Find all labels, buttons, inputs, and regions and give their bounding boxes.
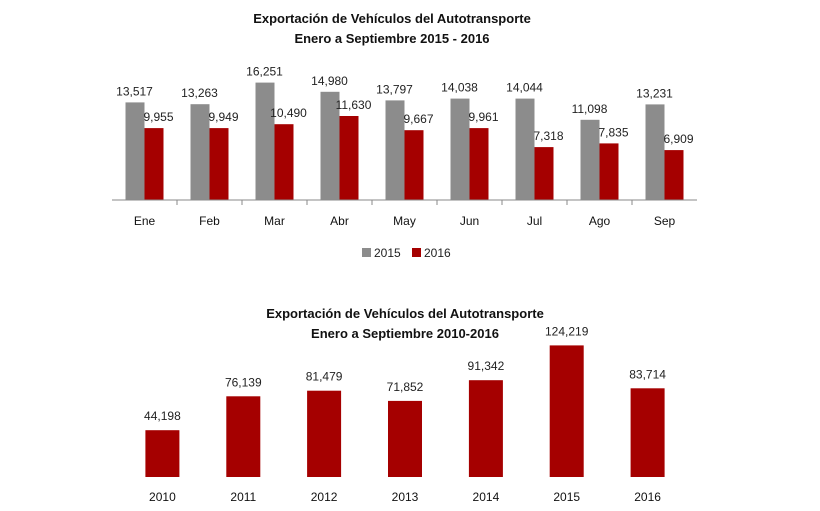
data-label-2015-Sep: 13,231	[636, 86, 673, 100]
data-label-2015-May: 13,797	[376, 82, 413, 96]
data-label-2015-Ago: 11,098	[572, 102, 608, 116]
data-label-2016-Jun: 9,961	[468, 110, 498, 124]
x-tick-2014: 2014	[473, 490, 500, 504]
legend-label-2015: 2015	[374, 246, 401, 260]
bar-2016-Jun	[469, 128, 489, 200]
data-label-2016: 83,714	[629, 367, 666, 381]
x-tick-Feb: Feb	[199, 214, 220, 228]
bar-2016	[630, 388, 665, 477]
bar-2016-May	[404, 130, 424, 200]
data-label-2015-Ene: 13,517	[116, 84, 153, 98]
bar-2010	[145, 430, 180, 477]
x-tick-Ene: Ene	[134, 214, 156, 228]
bar-2014	[468, 380, 503, 477]
x-tick-2016: 2016	[634, 490, 661, 504]
chart1-subtitle: Enero a Septiembre 2015 - 2016	[294, 31, 489, 46]
x-tick-2012: 2012	[311, 490, 338, 504]
data-label-2016-Mar: 10,490	[270, 106, 307, 120]
bar-2016-Jul	[534, 147, 554, 200]
bar-2011	[226, 396, 261, 477]
data-label-2015: 124,219	[545, 324, 589, 338]
bar-2015-May	[385, 100, 405, 200]
x-tick-2013: 2013	[392, 490, 419, 504]
data-label-2016-Abr: 11,630	[336, 98, 372, 112]
data-label-2016-Feb: 9,949	[208, 110, 238, 124]
bar-2016-Sep	[664, 150, 684, 200]
data-label-2016-Ene: 9,955	[143, 110, 173, 124]
bar-2016-Ago	[599, 143, 619, 200]
data-label-2010: 44,198	[144, 409, 181, 423]
monthly-exports-chart: Exportación de Vehículos del Autotranspo…	[112, 11, 697, 260]
bar-2015	[549, 345, 584, 477]
x-tick-Ago: Ago	[589, 214, 611, 228]
x-tick-Sep: Sep	[654, 214, 676, 228]
data-label-2014: 91,342	[468, 359, 505, 373]
data-label-2016-Ago: 7,835	[598, 125, 628, 139]
legend-swatch-2016	[412, 248, 421, 257]
bar-2015-Ene	[125, 102, 145, 200]
bar-2015-Feb	[190, 104, 210, 200]
bar-2016-Mar	[274, 124, 294, 200]
legend-swatch-2015	[362, 248, 371, 257]
data-label-2016-May: 9,667	[403, 112, 433, 126]
x-tick-May: May	[393, 214, 416, 228]
bar-2015-Jul	[515, 98, 535, 200]
x-tick-Abr: Abr	[330, 214, 349, 228]
data-label-2016-Jul: 7,318	[533, 129, 563, 143]
data-label-2013: 71,852	[387, 380, 424, 394]
chart2-subtitle: Enero a Septiembre 2010-2016	[311, 326, 499, 341]
bar-2015-Jun	[450, 98, 470, 200]
x-tick-2015: 2015	[553, 490, 580, 504]
data-label-2015-Jul: 14,044	[506, 81, 543, 95]
data-label-2015-Jun: 14,038	[441, 81, 478, 95]
x-tick-2011: 2011	[230, 490, 256, 504]
bar-2015-Ago	[580, 119, 600, 200]
bar-2016-Feb	[209, 128, 229, 200]
bar-2013	[388, 400, 422, 477]
data-label-2016-Sep: 6,909	[663, 132, 693, 146]
bar-2015-Sep	[645, 104, 665, 200]
bar-2015-Mar	[255, 82, 275, 200]
bar-2015-Abr	[320, 91, 340, 200]
chart2-title: Exportación de Vehículos del Autotranspo…	[266, 306, 544, 321]
bar-2016-Ene	[144, 128, 164, 200]
data-label-2015-Mar: 16,251	[246, 65, 283, 79]
legend-label-2016: 2016	[424, 246, 451, 260]
data-label-2012: 81,479	[306, 370, 343, 384]
annual-exports-chart: Exportación de Vehículos del Autotranspo…	[144, 306, 666, 504]
chart1-title: Exportación de Vehículos del Autotranspo…	[253, 11, 531, 26]
data-label-2011: 76,139	[225, 375, 262, 389]
x-tick-Jul: Jul	[527, 214, 542, 228]
x-tick-Mar: Mar	[264, 214, 285, 228]
bar-2016-Abr	[339, 116, 359, 200]
x-tick-2010: 2010	[149, 490, 176, 504]
bar-2012	[307, 390, 342, 477]
data-label-2015-Feb: 13,263	[181, 86, 218, 100]
chart1-legend: 2015 2016	[362, 246, 451, 260]
x-tick-Jun: Jun	[460, 214, 479, 228]
data-label-2015-Abr: 14,980	[311, 74, 348, 88]
